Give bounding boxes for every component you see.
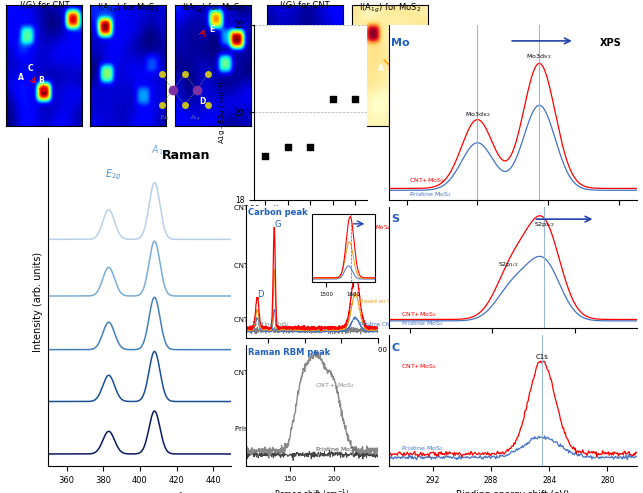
Y-axis label: Intensity (arb. units): Intensity (arb. units) [33, 252, 42, 352]
Text: 2D: 2D [356, 266, 367, 275]
Text: Pristine MoS$_2$: Pristine MoS$_2$ [409, 190, 452, 199]
Point [283, 143, 293, 151]
Text: E$_{2g}$: E$_{2g}$ [105, 167, 122, 181]
Text: Pristine MoS$_2$: Pristine MoS$_2$ [401, 444, 444, 453]
Text: A$_{1g}$: A$_{1g}$ [190, 113, 201, 124]
Text: Based on CNT coating: Based on CNT coating [360, 299, 421, 304]
Text: Raman: Raman [162, 149, 210, 162]
Text: E$_{2g}$: E$_{2g}$ [160, 113, 170, 124]
Text: CNT 50 coating: CNT 50 coating [234, 205, 288, 211]
Text: D: D [258, 290, 264, 299]
Text: I(A$_{1g}$) for MoS$_2$: I(A$_{1g}$) for MoS$_2$ [182, 1, 244, 15]
Text: CNT 1 coating: CNT 1 coating [234, 371, 284, 377]
Text: I(A$_{1g}$) for MoS$_2$: I(A$_{1g}$) for MoS$_2$ [359, 1, 421, 15]
Text: After MoS$_2$ growth: After MoS$_2$ growth [360, 223, 412, 232]
Point [350, 95, 361, 103]
Text: G: G [275, 219, 281, 228]
Text: Mo3d$_{3/2}$: Mo3d$_{3/2}$ [465, 110, 490, 119]
Text: S2p$_{3/2}$: S2p$_{3/2}$ [534, 220, 554, 229]
Text: Mo3d$_{5/2}$: Mo3d$_{5/2}$ [527, 53, 552, 61]
X-axis label: Coating cycle: Coating cycle [284, 238, 336, 247]
Text: B: B [276, 56, 282, 65]
Text: CNT+MoS$_2$: CNT+MoS$_2$ [401, 310, 437, 318]
Text: Mo: Mo [392, 37, 410, 48]
Text: CNT+MoS$_2$: CNT+MoS$_2$ [409, 176, 444, 185]
Text: Pristine MoS$_2$: Pristine MoS$_2$ [401, 319, 444, 328]
Text: C1s: C1s [536, 353, 548, 359]
Text: CNT + MoS$_2$: CNT + MoS$_2$ [315, 382, 354, 390]
Text: A: A [378, 65, 384, 73]
Text: I(A$_{1g}$) for MoS$_2$: I(A$_{1g}$) for MoS$_2$ [97, 1, 159, 15]
Text: C: C [392, 343, 399, 353]
X-axis label: Raman shift (cm$^{-1}$): Raman shift (cm$^{-1}$) [275, 487, 350, 493]
Point [305, 143, 316, 151]
Point [260, 152, 271, 160]
Text: S2p$_{1/2}$: S2p$_{1/2}$ [498, 260, 519, 269]
Text: S: S [392, 213, 399, 223]
Text: Pristine MoS$_2$: Pristine MoS$_2$ [234, 424, 282, 435]
Text: CNT 30 coating: CNT 30 coating [234, 263, 288, 269]
Text: C: C [28, 65, 33, 73]
X-axis label: Raman shift (cm$^{-1}$): Raman shift (cm$^{-1}$) [92, 490, 188, 493]
Point [328, 95, 338, 103]
Text: Carbon peak: Carbon peak [248, 208, 307, 217]
Text: I(G) for CNT: I(G) for CNT [280, 1, 330, 10]
Text: Raman RBM peak: Raman RBM peak [248, 348, 330, 357]
Text: E: E [209, 25, 214, 34]
X-axis label: Binding energy shift (eV): Binding energy shift (eV) [456, 490, 570, 493]
Text: A: A [305, 56, 311, 65]
Text: A: A [18, 73, 24, 82]
Text: Pristine MoS$_2$: Pristine MoS$_2$ [315, 445, 358, 454]
Text: XPS: XPS [599, 37, 621, 48]
Text: Pristine CNT: Pristine CNT [360, 322, 393, 327]
Text: B: B [39, 76, 44, 85]
Text: A$_{1g}$: A$_{1g}$ [151, 143, 168, 158]
Text: D: D [199, 97, 206, 106]
Text: Pristine MoS$_2$: Pristine MoS$_2$ [252, 320, 290, 329]
Text: CNT+MoS$_2$: CNT+MoS$_2$ [401, 362, 437, 371]
Text: C: C [312, 85, 318, 94]
Y-axis label: A1g - E2g ( cm$^{-2}$): A1g - E2g ( cm$^{-2}$) [217, 80, 229, 144]
Text: I(G) for CNT: I(G) for CNT [19, 1, 69, 10]
Text: CNT 10 coating: CNT 10 coating [234, 317, 288, 323]
